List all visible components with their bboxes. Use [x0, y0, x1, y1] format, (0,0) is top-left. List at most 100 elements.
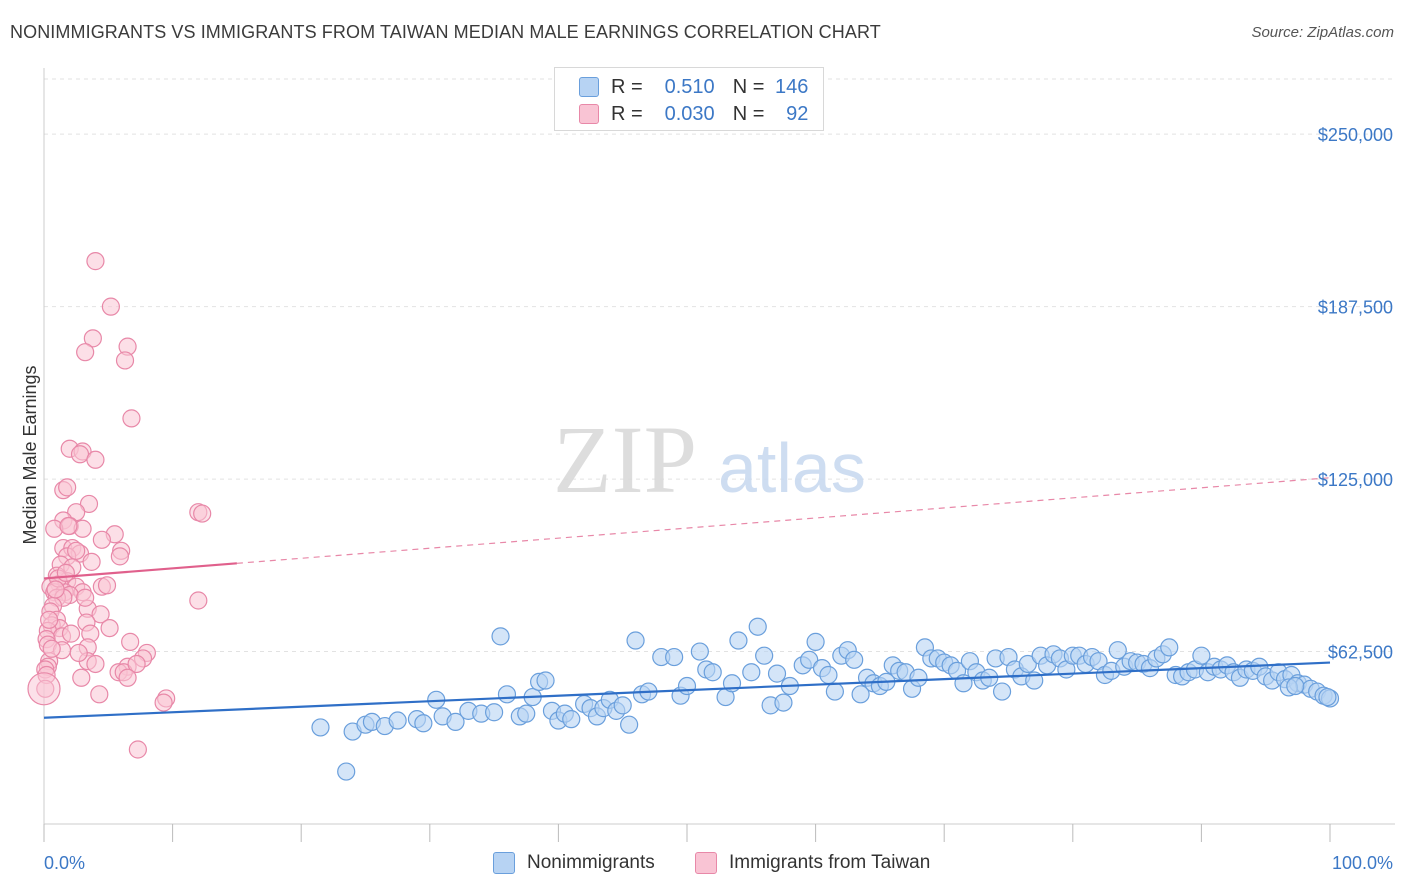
legend-row-immigrants: R = 0.030 N = 92 [579, 101, 808, 127]
nonimmigrants-point [446, 712, 465, 732]
immigrants-point [100, 618, 119, 638]
source-label: Source: ZipAtlas.com [1251, 24, 1394, 41]
nonimmigrants-point [825, 682, 844, 701]
legend-swatch-blue [493, 852, 515, 874]
immigrants-point [86, 654, 105, 674]
immigrants-point [97, 576, 117, 595]
nonimmigrants-point [800, 650, 819, 669]
nonimmigrants-point [845, 650, 864, 669]
correlation-legend: R = 0.510 N = 146 R = 0.030 N = 92 [554, 67, 824, 131]
nonimmigrants-point [414, 714, 433, 733]
nonimmigrants-point [909, 668, 928, 687]
nonimmigrants-point [806, 632, 825, 651]
legend-item-nonimmigrants[interactable]: Nonimmigrants [493, 852, 655, 874]
y-tick-label: $62,500 [1328, 643, 1393, 663]
immigrants-point [92, 530, 111, 549]
legend-row-nonimmigrants: R = 0.510 N = 146 [579, 74, 808, 100]
immigrants-point [90, 685, 109, 704]
y-axis-title: Median Male Earnings [20, 365, 40, 544]
nonimmigrants-point [729, 631, 748, 650]
nonimmigrants-point [311, 718, 330, 737]
legend-swatch-pink [579, 104, 599, 124]
trend-lines [43, 477, 1331, 719]
nonimmigrants-point [819, 665, 838, 685]
nonimmigrants-point [388, 711, 407, 730]
watermark-zip: ZIP [553, 406, 697, 513]
legend-swatch-blue [579, 77, 599, 97]
nonimmigrants-point [1160, 638, 1179, 657]
immigrants-point [82, 552, 101, 571]
immigrants-point [61, 624, 81, 643]
immigrants-point [76, 343, 95, 362]
immigrants-point [42, 639, 61, 658]
chart-title: NONIMMIGRANTS VS IMMIGRANTS FROM TAIWAN … [10, 22, 881, 42]
immigrants-point [128, 740, 147, 759]
legend-item-immigrants[interactable]: Immigrants from Taiwan [695, 852, 930, 874]
immigrants-point [115, 351, 135, 370]
n-value: 92 [786, 102, 809, 125]
nonimmigrants-point [755, 646, 774, 665]
immigrants-point [91, 605, 110, 624]
immigrants-point [59, 516, 78, 536]
immigrants-trend-line [43, 562, 237, 580]
immigrants-point [83, 329, 102, 348]
immigrants-point [193, 504, 212, 523]
immigrants-point [101, 297, 120, 316]
immigrants-point [118, 668, 137, 687]
nonimmigrants-point [1018, 654, 1037, 674]
immigrants-trend-line-dashed [236, 477, 1331, 564]
axes [43, 68, 1395, 842]
legend-label: Immigrants from Taiwan [729, 852, 931, 873]
x-tick-labels: 0.0% 100.0% [44, 853, 1393, 873]
nonimmigrants-point [1108, 641, 1127, 660]
nonimmigrants-point [992, 682, 1012, 701]
nonimmigrants-point [536, 671, 555, 690]
nonimmigrants-point [703, 663, 722, 682]
immigrants-point [154, 693, 173, 712]
series-legend: Nonimmigrants Immigrants from Taiwan [0, 852, 1406, 878]
r-label: R = [611, 102, 643, 125]
y-tick-labels: $62,500 $125,000 $187,500 $250,000 [1318, 125, 1393, 662]
immigrants-point [72, 668, 91, 687]
nonimmigrants-points [311, 617, 1340, 781]
nonimmigrants-point [665, 647, 684, 667]
nonimmigrants-point [677, 676, 697, 696]
x-tick-label: 0.0% [44, 853, 85, 873]
y-tick-label: $187,500 [1318, 298, 1393, 318]
immigrants-point [69, 643, 88, 663]
immigrants-point [86, 252, 105, 271]
x-tick-label: 100.0% [1332, 853, 1393, 873]
nonimmigrants-point [517, 704, 536, 723]
y-tick-label: $125,000 [1318, 470, 1393, 490]
nonimmigrants-point [748, 617, 767, 636]
nonimmigrants-point [620, 715, 639, 734]
n-value: 146 [775, 75, 809, 98]
immigrants-point [189, 591, 208, 610]
nonimmigrants-point [851, 685, 870, 704]
n-label: N = [732, 75, 765, 98]
immigrants-point [27, 672, 61, 706]
immigrants-point [76, 588, 95, 607]
watermark: ZIP atlas [553, 406, 866, 513]
nonimmigrants-point [774, 693, 793, 712]
grid-lines [44, 78, 1395, 653]
nonimmigrants-point [613, 696, 632, 715]
nonimmigrants-point [485, 703, 504, 722]
r-value: 0.030 [664, 102, 715, 125]
nonimmigrants-point [1286, 676, 1305, 696]
nonimmigrants-point [1318, 687, 1337, 707]
n-label: N = [732, 102, 765, 125]
immigrants-point [70, 445, 90, 464]
nonimmigrants-trend-line [43, 661, 1331, 719]
nonimmigrants-point [337, 762, 356, 781]
watermark-atlas: atlas [718, 429, 866, 507]
immigrants-point [110, 547, 129, 566]
y-tick-label: $250,000 [1318, 125, 1393, 145]
r-value: 0.510 [664, 75, 715, 98]
nonimmigrants-point [491, 627, 510, 646]
immigrants-point [46, 580, 65, 599]
nonimmigrants-point [690, 642, 709, 661]
nonimmigrants-point [626, 631, 645, 650]
immigrants-point [56, 563, 75, 583]
